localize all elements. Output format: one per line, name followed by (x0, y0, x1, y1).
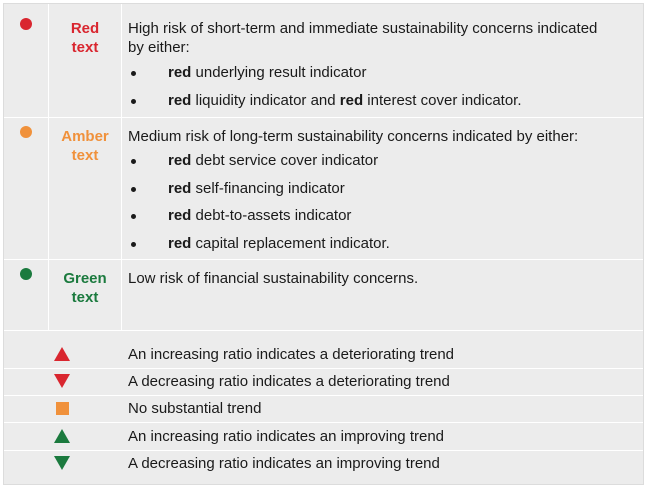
list-item: red debt-to-assets indicator (128, 202, 638, 230)
indicator-prefix: red (339, 91, 364, 109)
trend-text: An increasing ratio indicates a deterior… (128, 346, 455, 363)
indicator-text: debt service cover indicator (191, 152, 379, 169)
indicator-prefix: red (168, 234, 192, 252)
list-item: red liquidity indicator and red interest… (128, 87, 638, 115)
trend-text: No substantial trend (128, 400, 262, 417)
green-down-triangle-icon (54, 456, 70, 471)
amber-rating-description: Medium risk of long-term sustainability … (128, 127, 638, 257)
red-down-triangle-icon (54, 374, 70, 389)
trend-row: A decreasing ratio indicates a deteriora… (4, 368, 643, 395)
indicator-text: liquidity indicator and (191, 91, 340, 109)
row-divider (4, 450, 643, 451)
green-rating-label: Green text (49, 269, 121, 307)
amber-rating-label: Amber text (49, 127, 121, 165)
rating-intro: Low risk of financial sustainability con… (128, 270, 419, 287)
trend-row: No substantial trend (4, 395, 643, 422)
rating-label-line: Red (70, 20, 100, 37)
rating-intro: Medium risk of long-term sustainability … (128, 128, 579, 145)
row-divider (4, 368, 643, 369)
row-divider (4, 117, 643, 118)
green-dot-icon (20, 268, 32, 280)
indicator-text: interest cover indicator. (363, 91, 522, 109)
rating-label-line: Amber (61, 128, 109, 145)
rating-intro: High risk of short-term and immediate su… (128, 20, 598, 56)
trend-row: An increasing ratio indicates a deterior… (4, 341, 643, 368)
rating-label-line: Green (63, 270, 107, 287)
row-divider (4, 259, 643, 260)
list-item: red underlying result indicator (128, 59, 638, 87)
green-up-triangle-icon (54, 429, 70, 444)
legend-table: Red text High risk of short-term and imm… (3, 3, 644, 485)
indicator-prefix: red (168, 207, 192, 224)
indicator-prefix: red (168, 64, 192, 81)
amber-dot-icon (20, 126, 32, 138)
list-item: red self-financing indicator (128, 175, 638, 203)
rating-label-line: text (71, 147, 99, 164)
column-divider (121, 4, 122, 330)
indicator-text: capital replacement indicator. (191, 234, 390, 252)
trend-row: A decreasing ratio indicates an improvin… (4, 450, 643, 477)
trend-text: An increasing ratio indicates an improvi… (128, 428, 445, 445)
amber-square-icon (56, 402, 69, 415)
column-divider (48, 4, 49, 330)
indicator-prefix: red (168, 152, 192, 169)
list-item: red debt service cover indicator (128, 147, 638, 175)
green-rating-description: Low risk of financial sustainability con… (128, 269, 638, 288)
indicator-list: red underlying result indicator red liqu… (128, 59, 638, 114)
red-dot-icon (20, 18, 32, 30)
indicator-list: red debt service cover indicator red sel… (128, 147, 638, 257)
rating-label-line: text (71, 289, 99, 306)
list-item: red capital replacement indicator. (128, 230, 638, 258)
row-divider (4, 395, 643, 396)
indicator-prefix: red (168, 91, 192, 109)
row-divider (4, 422, 643, 423)
row-divider (4, 330, 643, 331)
indicator-prefix: red (168, 179, 192, 197)
red-up-triangle-icon (54, 347, 70, 362)
trend-row: An increasing ratio indicates an improvi… (4, 423, 643, 450)
trend-text: A decreasing ratio indicates a deteriora… (128, 373, 450, 390)
red-rating-label: Red text (49, 19, 121, 57)
red-rating-description: High risk of short-term and immediate su… (128, 19, 638, 114)
indicator-text: underlying result indicator (191, 64, 367, 81)
indicator-text: self-financing indicator (191, 179, 345, 197)
rating-label-line: text (71, 39, 99, 56)
indicator-text: debt-to-assets indicator (191, 207, 352, 224)
trend-text: A decreasing ratio indicates an improvin… (128, 455, 440, 472)
